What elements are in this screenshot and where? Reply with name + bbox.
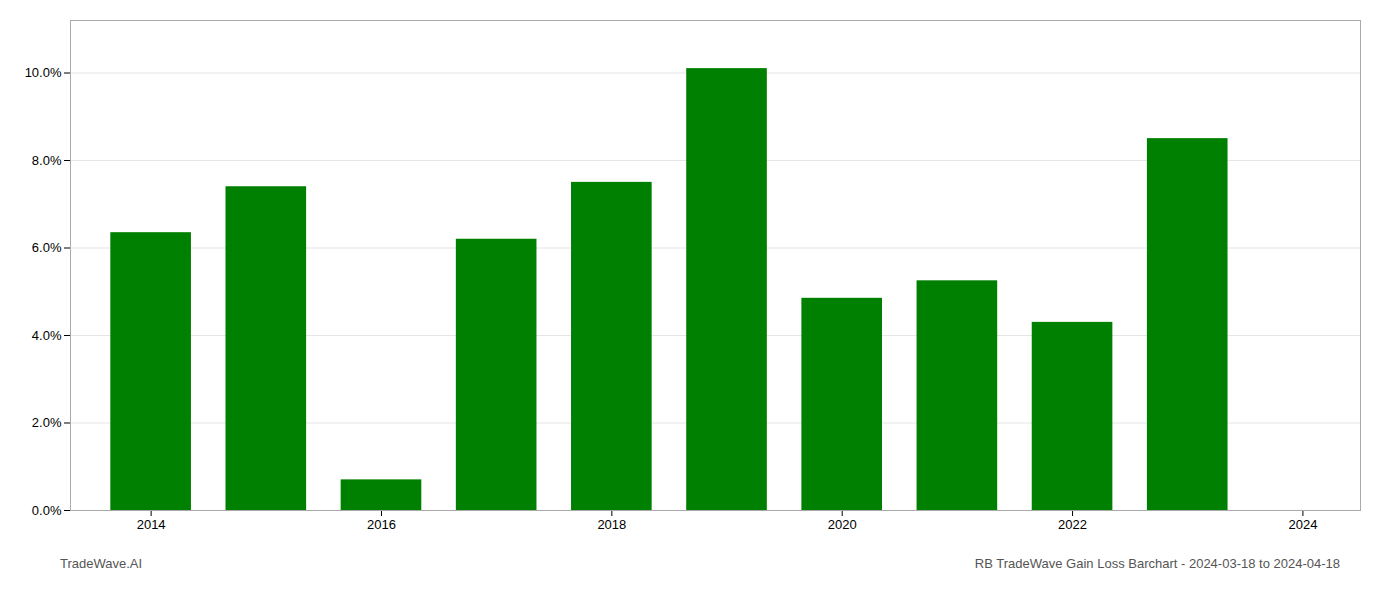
svg-text:8.0%: 8.0% <box>32 153 62 168</box>
svg-text:6.0%: 6.0% <box>32 240 62 255</box>
svg-text:4.0%: 4.0% <box>32 328 62 343</box>
svg-text:2018: 2018 <box>597 517 626 532</box>
svg-text:10.0%: 10.0% <box>25 65 62 80</box>
svg-text:2022: 2022 <box>1058 517 1087 532</box>
html-text:TradeWave.AI: TradeWave.AI <box>60 556 143 571</box>
svg-text:2.0%: 2.0% <box>32 415 62 430</box>
svg-text:2016: 2016 <box>367 517 396 532</box>
svg-text:2020: 2020 <box>828 517 857 532</box>
html-text:RB TradeWave Gain Loss Barchar: RB TradeWave Gain Loss Barchart - 2024-0… <box>974 556 1340 571</box>
svg-text:2014: 2014 <box>137 517 166 532</box>
svg-text:2024: 2024 <box>1288 517 1317 532</box>
svg-text:0.0%: 0.0% <box>32 503 62 518</box>
